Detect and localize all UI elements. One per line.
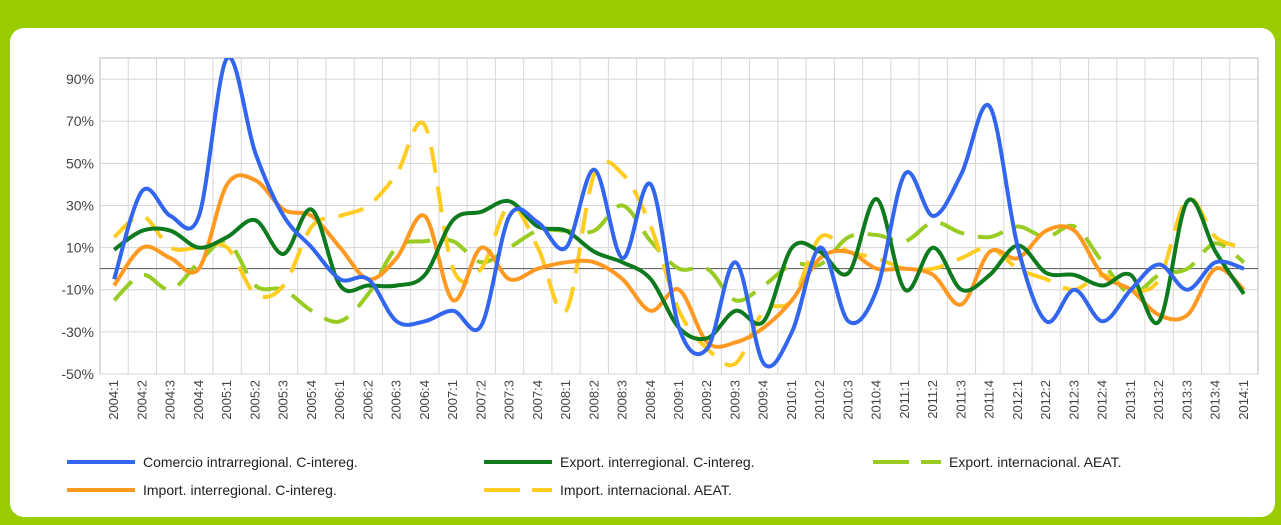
legend-label: Export. internacional. AEAT. [949,454,1122,470]
x-tick-label: 2005:4 [304,380,319,420]
y-tick-label: 30% [66,197,94,213]
x-tick-label: 2011:3 [953,380,968,419]
x-tick-label: 2004:2 [134,380,149,420]
x-tick-label: 2010:4 [869,380,884,420]
series-line [112,120,1245,368]
x-tick-label: 2005:1 [219,380,234,420]
y-tick-label: -10% [61,282,94,298]
x-tick-label: 2013:3 [1179,380,1194,420]
x-tick-label: 2013:1 [1123,380,1138,420]
x-tick-label: 2004:1 [106,380,121,420]
x-tick-label: 2010:2 [812,380,827,420]
legend-label: Import. interregional. C-intereg. [143,482,337,498]
x-tick-label: 2007:2 [473,380,488,420]
x-tick-label: 2007:4 [530,380,545,420]
x-tick-label: 2007:3 [502,380,517,420]
y-tick-label: 50% [66,155,94,171]
x-tick-label: 2011:2 [925,380,940,419]
x-tick-label: 2014:1 [1236,380,1251,420]
legend-label: Export. interregional. C-intereg. [560,454,755,470]
x-tick-label: 2009:2 [699,380,714,420]
x-tick-label: 2005:3 [276,380,291,420]
series-line [112,203,1246,324]
legend-label: Import. internacional. AEAT. [560,482,732,498]
x-tick-label: 2012:3 [1066,380,1081,420]
series-line [112,58,1245,369]
x-tick-label: 2007:1 [445,380,460,420]
x-tick-label: 2012:4 [1095,380,1110,420]
series-line [112,197,1246,342]
x-tick-label: 2006:4 [417,380,432,420]
x-tick-label: 2006:2 [360,380,375,420]
x-tick-label: 2013:4 [1208,380,1223,420]
x-tick-label: 2009:4 [756,380,771,420]
x-tick-label: 2004:4 [191,380,206,420]
x-tick-label: 2011:1 [897,380,912,419]
x-tick-label: 2006:3 [389,380,404,420]
series-line [112,173,1246,349]
y-tick-label: 10% [66,240,94,256]
x-tick-label: 2010:3 [840,380,855,420]
x-tick-label: 2008:3 [615,380,630,420]
x-tick-label: 2011:4 [982,380,997,419]
x-tick-label: 2008:2 [586,380,601,420]
x-tick-label: 2010:1 [784,380,799,420]
x-tick-label: 2008:4 [643,380,658,420]
x-tick-label: 2005:2 [247,380,262,420]
legend-label: Comercio intrarregional. C-intereg. [143,454,358,470]
x-tick-label: 2012:2 [1038,380,1053,420]
x-tick-label: 2004:3 [163,380,178,420]
y-tick-label: 70% [66,113,94,129]
y-tick-label: -50% [61,366,94,382]
x-tick-label: 2009:1 [671,380,686,420]
y-tick-label: -30% [61,324,94,340]
x-tick-label: 2006:1 [332,380,347,420]
y-tick-label: 90% [66,71,94,87]
x-tick-label: 2013:2 [1151,380,1166,420]
x-tick-label: 2008:1 [558,380,573,420]
x-tick-label: 2009:3 [727,380,742,420]
x-tick-label: 2012:1 [1010,380,1025,420]
